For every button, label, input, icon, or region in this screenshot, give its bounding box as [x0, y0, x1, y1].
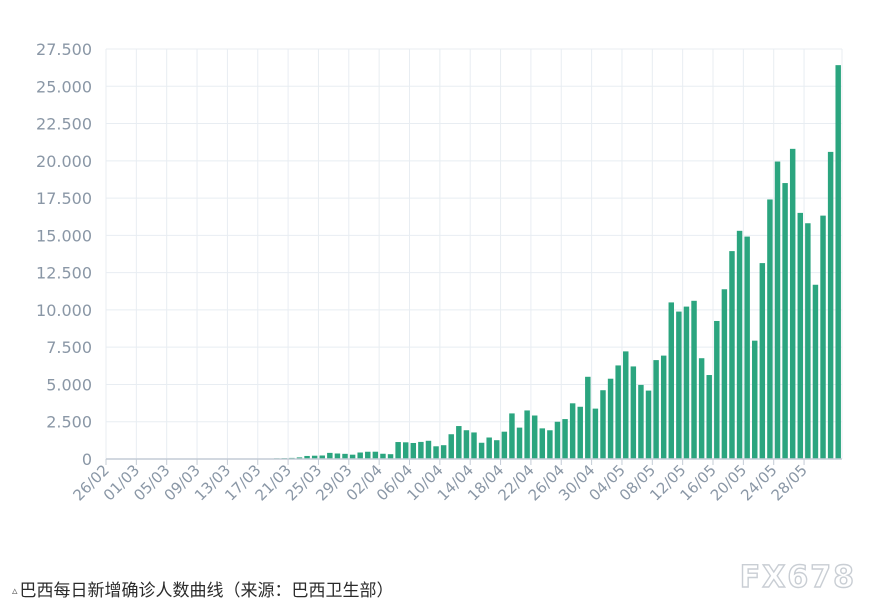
bar [509, 413, 515, 459]
bar [516, 427, 523, 459]
bar [372, 451, 379, 459]
bar-series [107, 65, 841, 460]
bar [319, 455, 325, 459]
bar [615, 365, 621, 459]
y-axis-labels: 0 2.500 5.000 7.500 10.000 12.500 15.000 17.500… [36, 40, 92, 469]
bar [448, 434, 454, 459]
bar [759, 263, 766, 459]
vertical-gridlines [105, 49, 843, 459]
bar [342, 453, 348, 459]
y-tick-label: 27.500 [36, 40, 92, 59]
bar [752, 340, 758, 459]
y-tick-label: 7.500 [46, 338, 92, 357]
bar [729, 251, 735, 459]
bar [668, 302, 675, 459]
bar [774, 161, 781, 460]
bar [623, 351, 629, 459]
bar [456, 426, 462, 459]
bar [706, 375, 712, 459]
bar [501, 431, 508, 459]
bar-chart: 0 2.500 5.000 7.500 10.000 12.500 15.000 17.500… [36, 40, 843, 504]
y-tick-label: 0 [82, 450, 92, 469]
bar [577, 406, 583, 459]
chart: 0 2.500 5.000 7.500 10.000 12.500 15.000 17.500… [36, 40, 843, 504]
bar [410, 442, 417, 459]
watermark-logo: FX678 [739, 559, 856, 595]
bar [327, 452, 333, 459]
horizontal-gridlines [106, 48, 842, 423]
bar [660, 355, 667, 459]
bar [797, 212, 803, 459]
bar [304, 455, 310, 459]
bar [820, 215, 826, 459]
bar [789, 148, 796, 459]
bar [478, 442, 485, 459]
bar [721, 289, 728, 459]
bar [607, 378, 614, 459]
y-tick-label: 10.000 [36, 301, 92, 320]
bar [357, 452, 363, 459]
caption-marker-icon: ▵ [12, 584, 18, 597]
bar [812, 284, 819, 459]
bar [425, 440, 432, 459]
bar [387, 454, 394, 459]
bar [547, 430, 553, 459]
x-axis-ticks [105, 459, 805, 465]
bar [805, 223, 811, 459]
bar [676, 311, 682, 459]
bar [714, 320, 720, 459]
bar [463, 430, 470, 459]
bar [683, 306, 690, 459]
bar [440, 445, 447, 459]
y-tick-label: 25.000 [36, 77, 92, 96]
caption-text: 巴西每日新增确诊人数曲线（来源：巴西卫生部） [19, 581, 394, 601]
bar [592, 408, 599, 459]
bar [334, 453, 341, 459]
chart-caption: ▵ 巴西每日新增确诊人数曲线（来源：巴西卫生部） [12, 576, 394, 601]
y-tick-label: 15.000 [36, 226, 92, 245]
y-tick-label: 12.500 [36, 264, 92, 283]
bar [835, 65, 841, 459]
bar [736, 230, 743, 459]
bar [653, 360, 659, 459]
y-tick-label: 2.500 [46, 413, 92, 432]
bar [630, 366, 637, 459]
x-axis-labels: 26/0201/0305/0309/0313/0317/0321/0325/03… [70, 461, 811, 504]
bar [569, 403, 576, 459]
bar [600, 390, 606, 459]
bar [562, 419, 568, 459]
bar [311, 455, 318, 459]
y-tick-label: 17.500 [36, 189, 92, 208]
bar [494, 440, 500, 459]
bar [365, 451, 371, 459]
bar [782, 183, 788, 459]
bar [744, 236, 750, 459]
bar [827, 151, 834, 459]
bar [296, 457, 303, 459]
bar [691, 300, 697, 459]
bar [531, 415, 538, 459]
bar [638, 384, 644, 459]
bar [554, 421, 561, 459]
bar [767, 199, 773, 460]
bar [539, 428, 546, 459]
bar [395, 442, 401, 459]
bar [380, 453, 386, 459]
bar [433, 446, 439, 459]
bar [418, 441, 424, 459]
bar [402, 442, 409, 459]
y-tick-label: 22.500 [36, 115, 92, 134]
y-tick-label: 5.000 [46, 375, 92, 394]
bar [349, 454, 356, 459]
bar [486, 437, 492, 459]
bar [585, 376, 591, 459]
bar [471, 432, 477, 459]
bar [698, 358, 705, 459]
bar [524, 410, 530, 459]
y-tick-label: 20.000 [36, 152, 92, 171]
bar [645, 390, 652, 459]
